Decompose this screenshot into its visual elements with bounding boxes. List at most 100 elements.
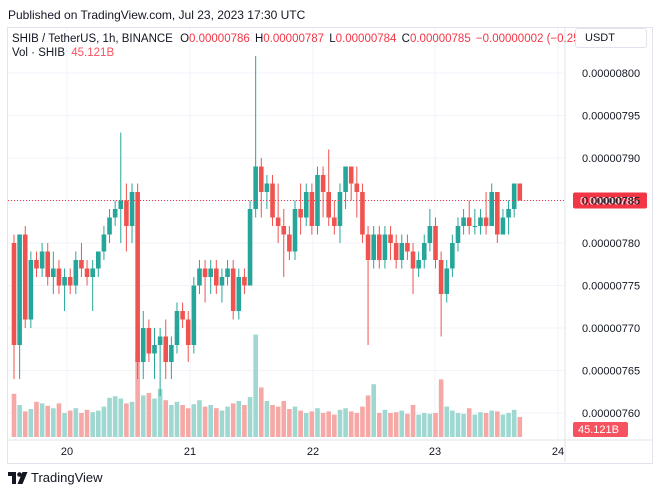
legend-low-label: L bbox=[329, 33, 336, 45]
volume-bar bbox=[427, 413, 433, 437]
axes: 0.00000800 0.00000795 0.00000790 0.00000785… bbox=[8, 28, 652, 462]
candle-body bbox=[28, 260, 34, 320]
candle-body bbox=[354, 183, 360, 192]
candle-body bbox=[281, 226, 287, 235]
candle-body bbox=[382, 234, 388, 260]
price-tick-label: 0.00000760 bbox=[582, 408, 640, 420]
volume-bar bbox=[393, 412, 399, 437]
currency-button[interactable]: USDT bbox=[575, 28, 647, 48]
candle-body bbox=[67, 277, 73, 286]
volume-bar bbox=[11, 393, 17, 437]
volume-bar bbox=[112, 396, 118, 437]
candle-body bbox=[348, 166, 354, 184]
candle-body bbox=[191, 285, 197, 345]
candle-body bbox=[258, 166, 264, 192]
legend-open-value: 0.00000786 bbox=[189, 33, 250, 45]
price-tick-label: 0.00000775 bbox=[582, 281, 640, 293]
volume-bar bbox=[287, 409, 292, 437]
chart-frame[interactable] bbox=[7, 27, 653, 464]
tradingview-logo[interactable]: TradingView bbox=[8, 470, 103, 485]
volume-bar bbox=[129, 401, 135, 437]
legend-high-label: H bbox=[254, 33, 264, 45]
volume-bar bbox=[101, 406, 107, 437]
volume-bar bbox=[62, 413, 67, 437]
volume-bar bbox=[444, 406, 450, 437]
volume-bar bbox=[73, 408, 79, 437]
volume-bar bbox=[34, 401, 39, 437]
volume-bar bbox=[107, 397, 112, 437]
candle-body bbox=[292, 209, 298, 252]
candle-body bbox=[421, 243, 427, 260]
volume-bar bbox=[326, 411, 332, 437]
volume-bar bbox=[337, 409, 343, 437]
volume-bar bbox=[140, 395, 146, 437]
candle-body bbox=[483, 217, 489, 226]
tradingview-brand: TradingView bbox=[31, 470, 103, 485]
published-caption: Published on TradingView.com, Jul 23, 20… bbox=[8, 8, 306, 22]
candle-body bbox=[146, 328, 152, 354]
volume-bar bbox=[315, 408, 320, 437]
volume-bar bbox=[180, 405, 185, 437]
candle-body bbox=[377, 234, 382, 260]
candle-body bbox=[517, 183, 523, 201]
tradingview-logo-icon bbox=[8, 471, 28, 484]
price-tick-label: 0.00000790 bbox=[582, 153, 640, 165]
time-tick-label: 23 bbox=[429, 446, 441, 458]
legend-change: −0.00000002 (−0.25%) bbox=[475, 33, 594, 45]
volume-bar bbox=[214, 408, 219, 437]
candle-body bbox=[17, 234, 22, 345]
volume-bar bbox=[303, 413, 309, 437]
candle-body bbox=[332, 217, 337, 226]
candle-body bbox=[197, 268, 202, 286]
candle-body bbox=[287, 234, 292, 252]
volume-bar bbox=[309, 411, 315, 437]
price-tick-label: 0.00000785 bbox=[582, 196, 640, 208]
legend-high-value: 0.00000787 bbox=[263, 33, 325, 45]
volume-bar bbox=[163, 400, 169, 437]
time-tick-label: 20 bbox=[61, 446, 73, 458]
volume-bar bbox=[281, 401, 287, 437]
candle-body bbox=[388, 234, 393, 243]
candle-body bbox=[326, 192, 332, 218]
volume-bar bbox=[298, 410, 303, 437]
candle-body bbox=[163, 336, 169, 362]
volume-bar bbox=[455, 413, 461, 437]
legend-close-label: C bbox=[401, 33, 410, 45]
volume-bar bbox=[152, 398, 157, 437]
volume-bar bbox=[253, 334, 258, 437]
volume-bar bbox=[410, 405, 416, 437]
candle-body bbox=[107, 217, 112, 235]
candle-body bbox=[247, 209, 253, 286]
volume-bar bbox=[478, 412, 483, 437]
candle-body bbox=[455, 226, 461, 243]
volume-bar bbox=[197, 400, 202, 437]
candle-body bbox=[79, 260, 84, 269]
volume-bar bbox=[135, 350, 140, 437]
time-tick-label: 24 bbox=[552, 446, 564, 458]
candle-body bbox=[230, 268, 236, 311]
candle-body bbox=[236, 277, 242, 311]
volume-tag bbox=[573, 422, 628, 437]
candle-body bbox=[444, 268, 450, 294]
candle-body bbox=[298, 209, 303, 218]
volume-bar bbox=[84, 409, 90, 437]
volume-bar bbox=[51, 408, 56, 437]
candle-body bbox=[112, 209, 118, 218]
candle-body bbox=[495, 192, 500, 235]
candle-body bbox=[461, 217, 466, 226]
volume-bar bbox=[17, 405, 22, 437]
volume-bar bbox=[275, 406, 281, 437]
volume-bar bbox=[169, 405, 174, 437]
legend-volume-value: 45.121B bbox=[71, 47, 115, 59]
volume-bar bbox=[146, 393, 152, 437]
candle-body bbox=[450, 243, 455, 269]
volume-bar bbox=[472, 414, 478, 437]
volume-bar bbox=[191, 404, 197, 437]
volume-bar bbox=[461, 413, 466, 437]
candle-body bbox=[140, 328, 146, 362]
candle-body bbox=[90, 268, 95, 277]
candle-body bbox=[135, 192, 140, 362]
volume-bar bbox=[118, 398, 124, 437]
candle-body bbox=[410, 251, 416, 269]
